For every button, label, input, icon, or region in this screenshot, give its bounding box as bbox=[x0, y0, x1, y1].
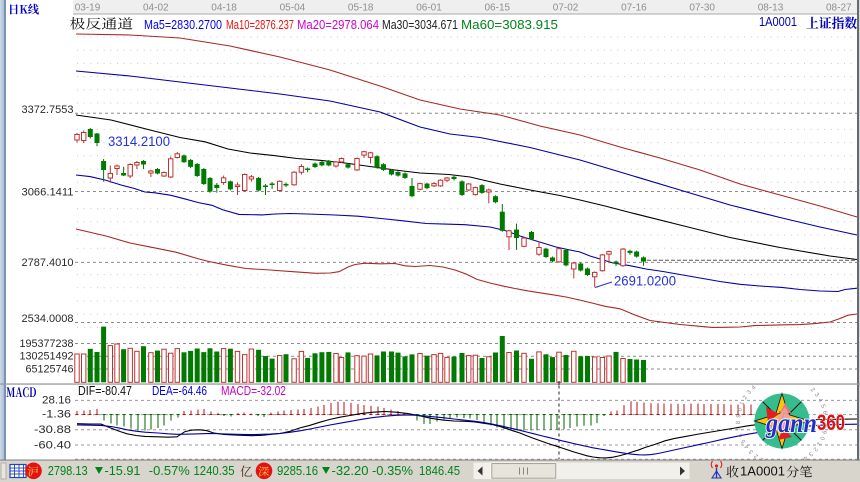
svg-text:1A0001: 1A0001 bbox=[759, 15, 797, 29]
svg-text:MACD=-32.02: MACD=-32.02 bbox=[221, 384, 286, 398]
svg-text:195377238: 195377238 bbox=[20, 338, 74, 350]
svg-text:0: 0 bbox=[818, 435, 825, 441]
svg-text:Ma10=2876.237: Ma10=2876.237 bbox=[226, 18, 294, 32]
svg-text:2534.0008: 2534.0008 bbox=[22, 313, 74, 325]
svg-text:DIF=-80.47: DIF=-80.47 bbox=[78, 384, 132, 398]
svg-text:3066.1411: 3066.1411 bbox=[22, 187, 74, 199]
svg-text:2691.0200: 2691.0200 bbox=[614, 274, 676, 289]
svg-text:3: 3 bbox=[748, 448, 755, 455]
svg-text:4: 4 bbox=[816, 398, 823, 404]
svg-text:2: 2 bbox=[811, 446, 818, 453]
svg-text:9285.16: 9285.16 bbox=[277, 464, 318, 478]
svg-text:06-01: 06-01 bbox=[416, 3, 442, 14]
svg-text:65125746: 65125746 bbox=[26, 364, 74, 376]
svg-text:5: 5 bbox=[740, 438, 747, 444]
svg-text:6: 6 bbox=[738, 432, 745, 438]
svg-text:3372.7553: 3372.7553 bbox=[22, 104, 74, 116]
svg-text:-0.35%: -0.35% bbox=[372, 464, 413, 478]
svg-text:07-02: 07-02 bbox=[553, 3, 579, 14]
svg-text:DEA=-64.46: DEA=-64.46 bbox=[152, 384, 207, 398]
svg-text:07-30: 07-30 bbox=[689, 3, 715, 14]
svg-text:Ma5=2830.2700: Ma5=2830.2700 bbox=[144, 18, 222, 32]
svg-text:Ma60=3083.915: Ma60=3083.915 bbox=[461, 18, 558, 32]
svg-text:2: 2 bbox=[753, 452, 760, 459]
svg-text:28.16: 28.16 bbox=[42, 395, 71, 407]
svg-text:08-27: 08-27 bbox=[826, 3, 852, 14]
svg-text:1A0001: 1A0001 bbox=[740, 465, 785, 479]
svg-text:3: 3 bbox=[807, 450, 814, 457]
svg-text:4: 4 bbox=[744, 443, 751, 450]
svg-text:3: 3 bbox=[813, 392, 820, 399]
svg-text:06-15: 06-15 bbox=[485, 3, 511, 14]
svg-text:05-18: 05-18 bbox=[348, 3, 374, 14]
svg-text:Ma30=3034.671: Ma30=3034.671 bbox=[382, 18, 458, 32]
svg-text:130251492: 130251492 bbox=[20, 351, 74, 363]
svg-text:0: 0 bbox=[737, 407, 744, 412]
svg-text:-15.91: -15.91 bbox=[105, 464, 141, 478]
svg-text:05-04: 05-04 bbox=[280, 3, 306, 14]
svg-text:8: 8 bbox=[736, 420, 742, 424]
svg-text:3: 3 bbox=[746, 389, 753, 396]
svg-text:04-18: 04-18 bbox=[211, 3, 237, 14]
svg-text:-0.57%: -0.57% bbox=[149, 464, 190, 478]
svg-text:360: 360 bbox=[817, 410, 845, 435]
svg-text:1846.45: 1846.45 bbox=[419, 464, 460, 478]
svg-text:1: 1 bbox=[815, 441, 822, 448]
svg-text:9: 9 bbox=[820, 429, 827, 434]
svg-text:4: 4 bbox=[801, 454, 808, 461]
svg-text:03-19: 03-19 bbox=[75, 3, 101, 14]
svg-text:7: 7 bbox=[822, 417, 828, 421]
svg-text:9: 9 bbox=[736, 413, 742, 418]
svg-text:1: 1 bbox=[758, 455, 764, 462]
svg-text:04-02: 04-02 bbox=[143, 3, 169, 14]
svg-text:Ma20=2978.064: Ma20=2978.064 bbox=[297, 18, 379, 32]
svg-text:2787.4010: 2787.4010 bbox=[22, 257, 74, 269]
svg-text:07-16: 07-16 bbox=[621, 3, 647, 14]
svg-text:-32.20: -32.20 bbox=[332, 464, 369, 478]
svg-text:8: 8 bbox=[822, 424, 828, 429]
svg-text:3314.2100: 3314.2100 bbox=[108, 134, 170, 149]
svg-text:gann: gann bbox=[765, 408, 817, 438]
svg-text:2: 2 bbox=[809, 387, 816, 394]
svg-text:-30.88: -30.88 bbox=[34, 424, 71, 436]
svg-text:-60.40: -60.40 bbox=[34, 439, 71, 451]
svg-text:4: 4 bbox=[751, 384, 758, 391]
svg-text:7: 7 bbox=[736, 426, 743, 431]
svg-text:5: 5 bbox=[819, 404, 826, 410]
svg-text:1240.35: 1240.35 bbox=[194, 464, 235, 478]
svg-text:6: 6 bbox=[821, 410, 828, 415]
svg-text:08-13: 08-13 bbox=[758, 3, 784, 14]
svg-text:1: 1 bbox=[739, 400, 746, 406]
svg-text:2: 2 bbox=[742, 394, 749, 401]
svg-text:-1.36: -1.36 bbox=[42, 409, 71, 421]
svg-text:2798.13: 2798.13 bbox=[48, 464, 88, 478]
